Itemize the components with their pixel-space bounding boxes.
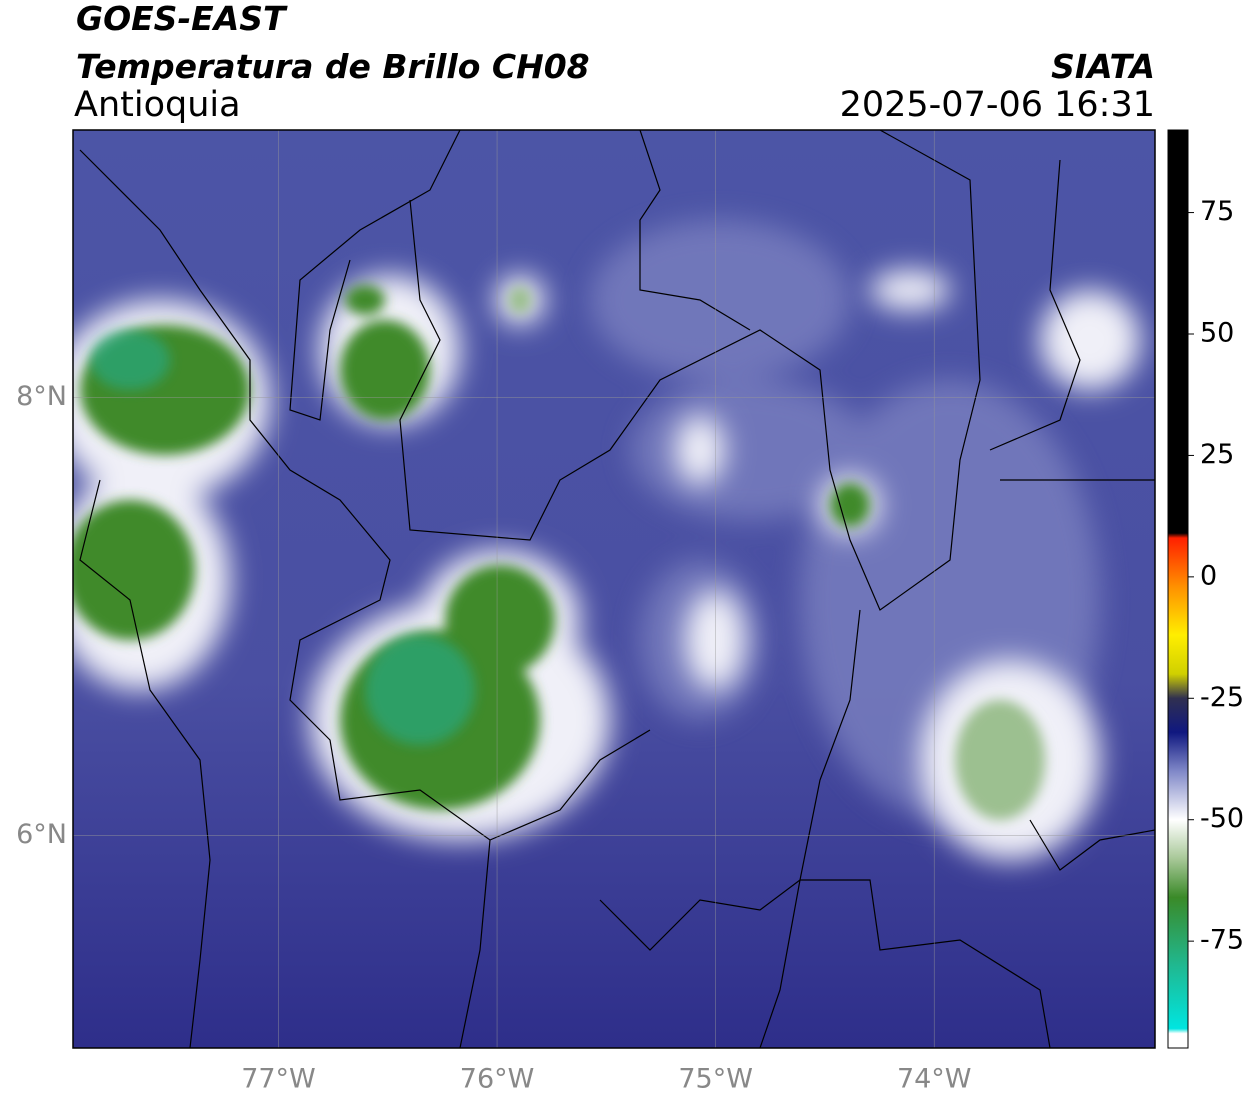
- source: SIATA: [1051, 47, 1155, 86]
- colorbar: [1167, 129, 1189, 1049]
- grid: [73, 130, 1155, 1048]
- colorbar-tick-label: 50: [1200, 318, 1234, 349]
- colorbar-tick-label: 75: [1200, 196, 1234, 227]
- region: Antioquia: [74, 85, 241, 125]
- colorbar-tick-label: -75: [1200, 925, 1244, 956]
- x-tick-label: 77°W: [241, 1064, 316, 1095]
- colorbar-tick-label: -25: [1200, 682, 1244, 713]
- y-tick-label: 6°N: [16, 819, 67, 850]
- y-tick-label: 8°N: [16, 381, 67, 412]
- x-tick-label: 75°W: [678, 1064, 753, 1095]
- x-tick-label: 76°W: [460, 1064, 535, 1095]
- colorbar-tick-label: 0: [1200, 560, 1217, 591]
- colorbar-tick-label: 25: [1200, 439, 1234, 470]
- x-tick-label: 74°W: [897, 1064, 972, 1095]
- subtitle: Temperatura de Brillo CH08: [76, 47, 590, 86]
- title: GOES-EAST: [76, 0, 288, 38]
- map-frame: [72, 129, 1156, 1049]
- colorbar-tick-label: -50: [1200, 803, 1244, 834]
- map-image: [73, 130, 1155, 1048]
- datetime: 2025-07-06 16:31: [840, 85, 1155, 125]
